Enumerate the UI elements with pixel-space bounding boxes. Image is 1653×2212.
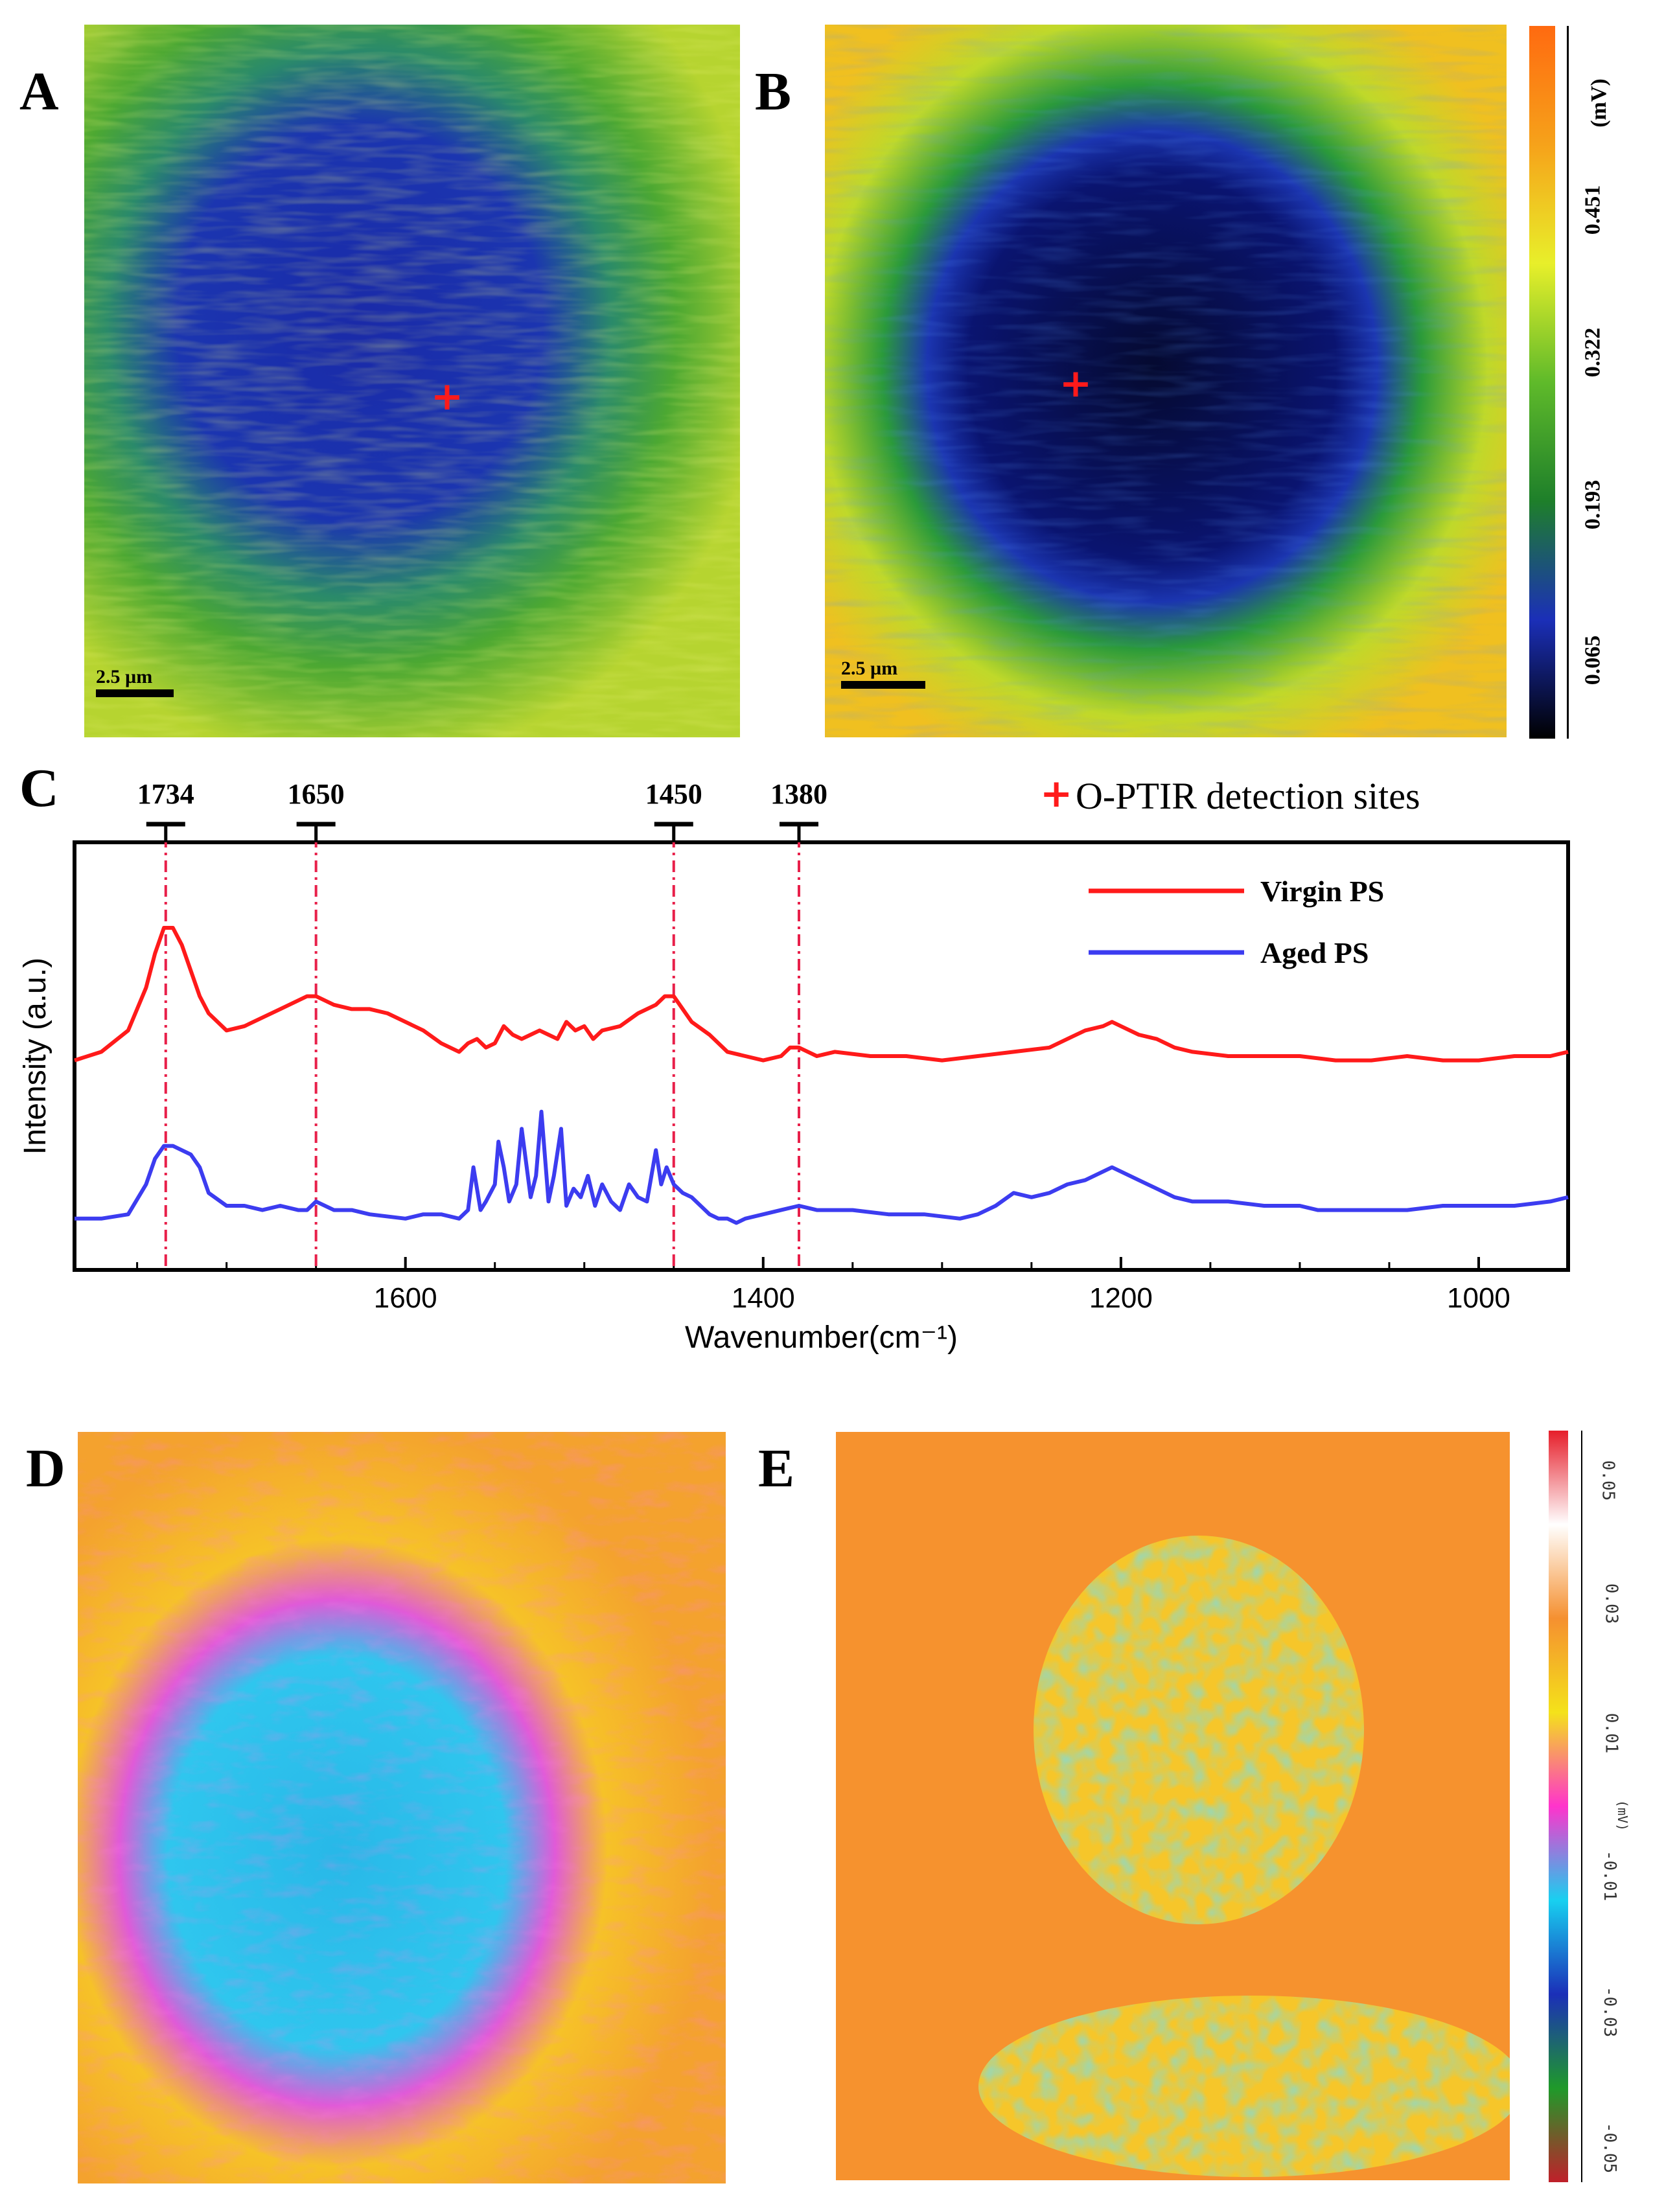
colorbar-bottom-tick: -0.01 [1600,1850,1620,1902]
colorbar-top [1529,26,1555,739]
colorbar-bottom-tick: -0.03 [1600,1986,1620,2038]
x-tick-label: 1400 [732,1282,795,1314]
marker-label: 1380 [770,778,827,810]
detection-note-text: O-PTIR detection sites [1076,775,1420,817]
optir-map-e [836,1432,1510,2180]
colorbar-top-tick: 0.451 [1580,185,1605,235]
scalebar-a: 2.5 µm [96,666,174,697]
panel-label-b: B [755,62,792,122]
colorbar-bottom-unit: (mV) [1615,1799,1631,1832]
panel-label-e: E [758,1438,795,1499]
scalebar-b: 2.5 µm [841,658,925,689]
plot-frame [73,840,1570,1272]
x-axis-label: Wavenumber(cm⁻¹) [685,1320,958,1355]
y-axis-label: Intensity (a.u.) [18,958,52,1155]
legend-label: Virgin PS [1260,875,1384,908]
panel-label-a: A [19,62,59,122]
colorbar-top-axis [1567,26,1569,739]
x-tick-label: 1200 [1089,1282,1153,1314]
scalebar-label-a: 2.5 µm [96,666,153,687]
spectrum-chart: 1600 1400 1200 1000 Wavenumber(cm⁻¹) Intensit… [18,771,1570,1355]
colorbar-top-tick: 0.322 [1580,327,1605,378]
marker-label: 1650 [288,778,345,810]
detection-note-symbol: + [1040,771,1072,816]
scalebar-line-b [841,681,925,689]
colorbar-bottom-axis [1581,1431,1582,2182]
optir-map-b [825,25,1507,737]
series-line-aged-ps [75,1109,1569,1225]
detection-site-marker-a: + [430,374,464,419]
colorbar-bottom-tick: -0.05 [1600,2122,1620,2174]
colorbar-bottom-tick: 0.01 [1601,1712,1621,1754]
marker-label: 1734 [137,778,194,810]
marker-label: 1450 [645,778,702,810]
colorbar-bottom-tick: 0.03 [1601,1583,1621,1624]
x-tick-label: 1000 [1447,1282,1510,1314]
detection-site-marker-b: + [1059,361,1092,406]
scalebar-label-b: 2.5 µm [841,658,898,679]
legend-label: Aged PS [1260,936,1369,969]
scalebar-line-a [96,689,174,697]
colorbar-top-tick: 0.193 [1580,479,1605,530]
colorbar-bottom-tick: 0.05 [1598,1460,1618,1501]
panel-label-d: D [26,1438,65,1499]
optir-map-d [78,1432,726,2183]
panel-label-c: C [19,758,59,818]
colorbar-top-tick: 0.065 [1580,635,1605,685]
colorbar-top-unit: (mV) [1586,78,1611,128]
colorbar-bottom [1549,1431,1568,2182]
x-tick-label: 1600 [374,1282,437,1314]
optir-map-a [84,25,740,737]
series-line-virgin-ps [74,926,1569,1063]
